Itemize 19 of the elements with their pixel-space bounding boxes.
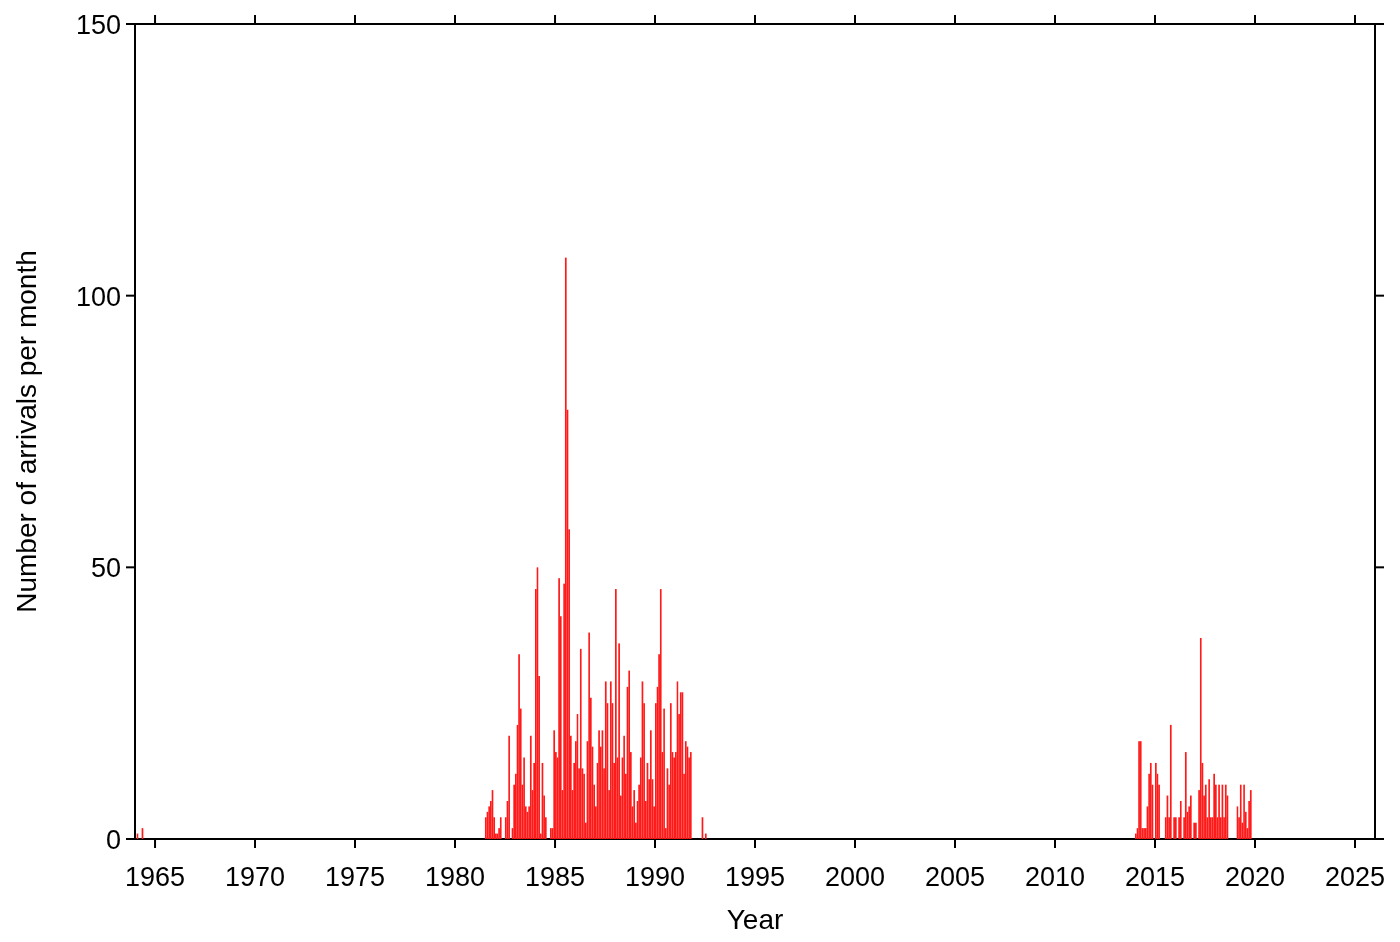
x-tick-label: 1980 bbox=[424, 862, 486, 892]
x-tick-label: 2025 bbox=[1324, 862, 1386, 892]
x-tick-label: 2015 bbox=[1124, 862, 1186, 892]
x-tick-label: 2010 bbox=[1024, 862, 1086, 892]
x-axis-title: Year bbox=[726, 904, 784, 935]
y-tick-label: 150 bbox=[75, 10, 121, 40]
x-tick-label: 2005 bbox=[924, 862, 986, 892]
y-tick-label: 0 bbox=[105, 825, 121, 855]
y-tick-label: 100 bbox=[75, 281, 121, 312]
x-tick-label: 1985 bbox=[524, 862, 586, 892]
y-axis-title: Number of arrivals per month bbox=[11, 250, 42, 613]
x-tick-label: 1995 bbox=[724, 862, 786, 892]
x-tick-label: 2000 bbox=[824, 862, 886, 892]
x-tick-label: 1965 bbox=[125, 862, 186, 892]
x-tick-label: 1970 bbox=[224, 862, 286, 892]
x-tick-label: 1990 bbox=[624, 862, 686, 892]
x-tick-label: 2020 bbox=[1224, 862, 1286, 892]
y-tick-label: 50 bbox=[90, 553, 121, 584]
x-tick-label: 1975 bbox=[324, 862, 386, 892]
